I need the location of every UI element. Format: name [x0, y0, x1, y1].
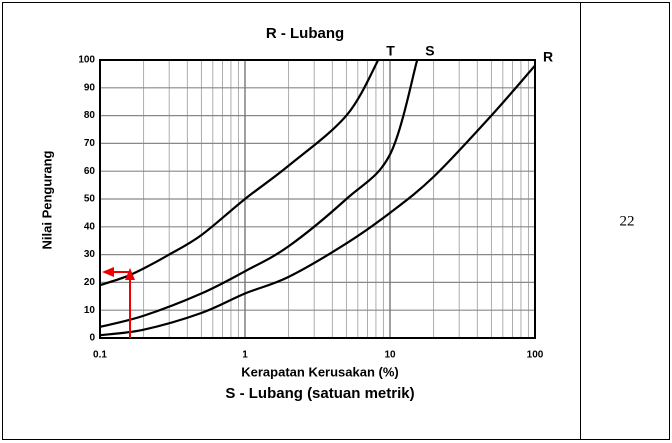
x-tick-label: 10 [384, 350, 396, 361]
plot-area: 0 10 20 30 40 50 60 70 80 90 100 0.1 1 10 100 [78, 55, 543, 361]
series-line [99, 59, 419, 328]
x-tick-label: 1 [242, 350, 248, 361]
series-label: T [386, 43, 395, 59]
y-tick-label: 30 [84, 249, 96, 260]
x-axis-label: Kerapatan Kerusakan (%) [241, 364, 399, 379]
series-label: R [543, 48, 553, 64]
y-tick-label: 0 [89, 333, 95, 344]
y-tick-label: 80 [84, 110, 96, 121]
y-tick-label: 40 [84, 221, 96, 232]
y-tick-label: 100 [78, 55, 95, 66]
series-label: S [425, 43, 434, 59]
arrow-head [125, 268, 135, 280]
table-cell: 22 [620, 213, 635, 229]
arrow-head [102, 267, 114, 277]
plot-frame [99, 59, 536, 339]
y-tick-label: 70 [84, 138, 96, 149]
series-line [99, 64, 536, 337]
y-tick-label: 60 [84, 166, 96, 177]
y-tick-label: 20 [84, 277, 96, 288]
y-axis-label: Nilai Pengurang [39, 150, 54, 249]
y-tick-label: 90 [84, 82, 96, 93]
x-tick-label: 0.1 [93, 350, 107, 361]
annotation-arrows [102, 267, 135, 338]
y-tick-label: 50 [84, 194, 96, 205]
y-tick-label: 10 [84, 305, 96, 316]
chart-subtitle: S - Lubang (satuan metrik) [225, 385, 414, 402]
chart-title: R - Lubang [266, 25, 344, 42]
x-tick-label: 100 [527, 350, 544, 361]
